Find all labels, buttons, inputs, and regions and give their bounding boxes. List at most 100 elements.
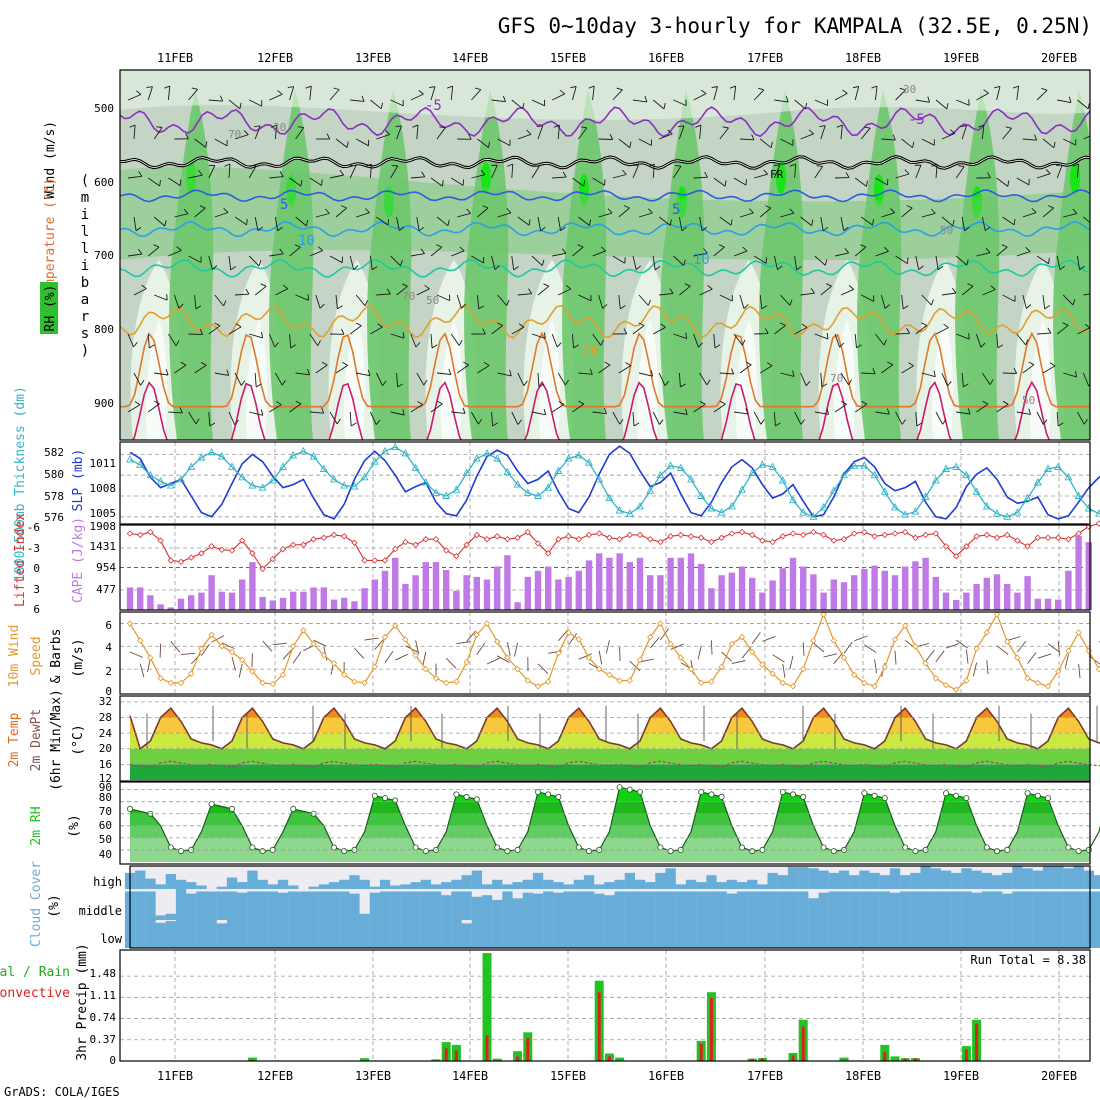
wind-barb xyxy=(921,294,932,306)
wind-barb-flag xyxy=(764,328,769,334)
contour-label: 20 xyxy=(582,344,599,360)
wind-barb-flag xyxy=(620,305,626,310)
millibars-letter: i xyxy=(81,207,89,223)
lifted-point xyxy=(351,539,358,546)
cloud-middle-bar xyxy=(594,893,605,920)
wind-barb xyxy=(794,99,806,110)
rh-saturated-region xyxy=(186,162,196,194)
wind-barb xyxy=(1076,163,1080,179)
wind-barb-flag xyxy=(724,180,727,187)
precip-grid xyxy=(120,950,1090,1061)
thickness-point xyxy=(411,463,420,471)
thickness-point xyxy=(1033,478,1042,486)
wind-barb xyxy=(1082,372,1090,387)
thickness-point xyxy=(126,455,134,463)
wind-barb xyxy=(693,403,706,413)
cloud-high-bar xyxy=(583,875,595,889)
cloud-low-bar xyxy=(818,920,829,948)
wind-barb-flag xyxy=(281,380,286,386)
wind-barb xyxy=(719,294,733,302)
cape-bar xyxy=(871,565,878,610)
wind-barb-10m xyxy=(854,635,868,642)
wind-barb xyxy=(901,138,913,149)
wind-barb-flag xyxy=(844,248,850,254)
wind-barb-flag xyxy=(180,361,187,366)
y-tick: 600 xyxy=(94,176,114,189)
thickness-point xyxy=(472,454,481,462)
wind-barb xyxy=(854,177,867,187)
cape-bar xyxy=(218,591,225,610)
cloud-low-bar xyxy=(481,920,493,948)
thickness-point xyxy=(993,509,1001,517)
cape-bar xyxy=(708,588,715,610)
wind-barb-flag xyxy=(966,259,969,266)
wind-barb-flag xyxy=(958,165,965,167)
wind-barb-10m xyxy=(486,657,500,665)
wind-barb-10m xyxy=(1017,640,1027,653)
wind-barb xyxy=(915,255,920,270)
ylabel-precip: 3hr Precip (mm) xyxy=(75,943,90,1060)
cloud-high-bar xyxy=(410,882,421,889)
wind-barb xyxy=(658,372,666,386)
wind-barb-flag xyxy=(260,283,267,287)
rh-point xyxy=(249,844,256,851)
wind-barb xyxy=(941,133,956,140)
rh-point xyxy=(708,791,715,798)
lifted-point xyxy=(1004,531,1011,539)
wind-barb-flag xyxy=(502,95,506,102)
ylabel-temp: 2m Temp xyxy=(7,712,22,767)
wind-barb xyxy=(1042,365,1056,374)
cloud-high-bar xyxy=(512,882,523,889)
cloud-low-bar xyxy=(828,920,839,948)
slp-line xyxy=(129,445,1100,520)
wind-barb xyxy=(349,325,362,335)
wind-barb-flag xyxy=(353,265,359,270)
wind-speed-point xyxy=(453,678,460,685)
cape-bar xyxy=(596,553,603,610)
wind-barb xyxy=(295,216,307,227)
wind-barb-flag xyxy=(234,419,239,426)
wind-barb xyxy=(436,127,446,140)
millibars-letter: i xyxy=(81,258,89,274)
wind-speed-point xyxy=(687,665,695,673)
wind-barb-flag xyxy=(138,248,143,255)
lifted-point xyxy=(667,533,674,540)
cloud-high-bar xyxy=(481,884,493,889)
lifted-point xyxy=(657,538,664,546)
wind-barb-flag xyxy=(1059,265,1065,271)
wind-barb-flag xyxy=(843,226,849,232)
cloud-low-bar xyxy=(808,920,819,948)
wind-barb-10m xyxy=(1047,643,1060,653)
wind-barb-10m xyxy=(741,647,752,659)
wind-barb-flag xyxy=(533,165,540,167)
x-tick-top: 19FEB xyxy=(943,51,979,65)
cloud-middle-bar xyxy=(889,892,901,920)
cloud-low-bar xyxy=(492,920,503,948)
wind-barb-flag xyxy=(462,179,465,186)
wind-barb-flag xyxy=(918,265,924,271)
wind-barb xyxy=(133,372,141,386)
wind-speed-point xyxy=(769,670,776,677)
rh-point xyxy=(790,791,797,798)
wind-barb xyxy=(1022,364,1035,374)
cape-bar xyxy=(504,555,511,610)
wind-barb-flag xyxy=(765,205,772,209)
lifted-point xyxy=(432,536,440,543)
thickness-point xyxy=(554,466,563,474)
precip-conv-bar xyxy=(607,1056,611,1061)
cape-bar xyxy=(1055,599,1062,610)
wind-speed-point xyxy=(310,640,317,648)
wind-barb-flag xyxy=(402,409,405,416)
thickness-point xyxy=(452,485,461,493)
cape-bar xyxy=(412,575,419,610)
wind-barb-flag xyxy=(553,124,560,128)
wind-barb-flag xyxy=(968,333,970,340)
cloud-middle-bar xyxy=(247,891,258,920)
lifted-axis: -6 -3 0 3 6 xyxy=(27,521,40,616)
wind-barb-flag xyxy=(321,361,328,366)
wind-barb-flag xyxy=(604,361,611,366)
thickness-point xyxy=(768,462,777,470)
cloud-middle-bar xyxy=(328,891,340,920)
wind-barb xyxy=(491,411,494,427)
wind-barb-flag xyxy=(677,125,685,128)
